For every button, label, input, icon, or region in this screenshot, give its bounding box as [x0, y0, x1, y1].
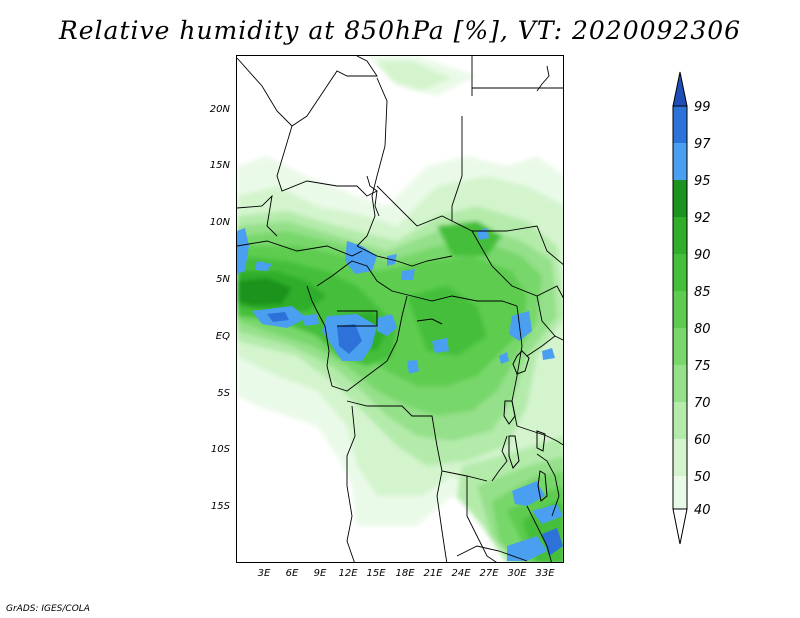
colorbar-label: 60 — [694, 433, 711, 448]
colorbar-segment — [673, 180, 687, 217]
colorbar-label: 92 — [694, 211, 711, 226]
lon-tick-label: 21E — [423, 568, 443, 579]
lat-tick-label: EQ — [215, 331, 230, 342]
high-humidity-patches — [237, 228, 563, 561]
colorbar-label: 97 — [694, 137, 711, 152]
lat-tick-label: 5S — [217, 388, 230, 399]
lon-tick-label: 24E — [451, 568, 471, 579]
colorbar-segment — [673, 291, 687, 328]
colorbar-segment — [673, 106, 687, 143]
lat-tick-label: 10N — [209, 217, 230, 228]
colorbar-segment — [673, 143, 687, 180]
lat-tick-label: 15N — [209, 160, 230, 171]
lon-tick-label: 12E — [338, 568, 358, 579]
colorbar-label: 95 — [694, 174, 711, 189]
lon-tick-label: 33E — [535, 568, 555, 579]
humidity-map — [237, 56, 563, 562]
lon-tick-label: 18E — [395, 568, 415, 579]
lon-tick-label: 6E — [285, 568, 299, 579]
lat-tick-label: 20N — [209, 104, 230, 115]
colorbar-segment — [673, 217, 687, 254]
lat-tick-label: 5N — [216, 274, 230, 285]
colorbar-label: 70 — [694, 396, 711, 411]
credit-text: GrADS: IGES/COLA — [6, 604, 90, 614]
colorbar-label: 85 — [694, 285, 711, 300]
map-panel — [236, 55, 564, 563]
lakes — [416, 318, 548, 502]
lon-tick-label: 27E — [479, 568, 499, 579]
lat-tick-label: 15S — [210, 501, 230, 512]
colorbar-segment — [673, 254, 687, 291]
lat-tick-label: 10S — [210, 444, 230, 455]
colorbar-top-arrow — [672, 71, 688, 107]
lon-tick-label: 3E — [257, 568, 271, 579]
lon-tick-label: 9E — [313, 568, 327, 579]
colorbar-segment — [673, 402, 687, 439]
colorbar — [672, 71, 688, 545]
colorbar-segment — [673, 328, 687, 365]
map-title: Relative humidity at 850hPa [%], VT: 202… — [58, 16, 742, 45]
colorbar-label: 50 — [694, 470, 711, 485]
colorbar-bottom-arrow — [672, 508, 688, 545]
colorbar-label: 80 — [694, 322, 711, 337]
colorbar-label: 99 — [694, 100, 711, 115]
colorbar-label: 75 — [694, 359, 711, 374]
humidity-field — [237, 56, 563, 562]
lon-tick-label: 15E — [366, 568, 386, 579]
country-borders — [237, 56, 563, 562]
colorbar-label: 90 — [694, 248, 711, 263]
colorbar-segment — [673, 476, 687, 509]
colorbar-label: 40 — [694, 503, 711, 518]
colorbar-segment — [673, 365, 687, 402]
lon-tick-label: 30E — [507, 568, 527, 579]
colorbar-segment — [673, 439, 687, 476]
